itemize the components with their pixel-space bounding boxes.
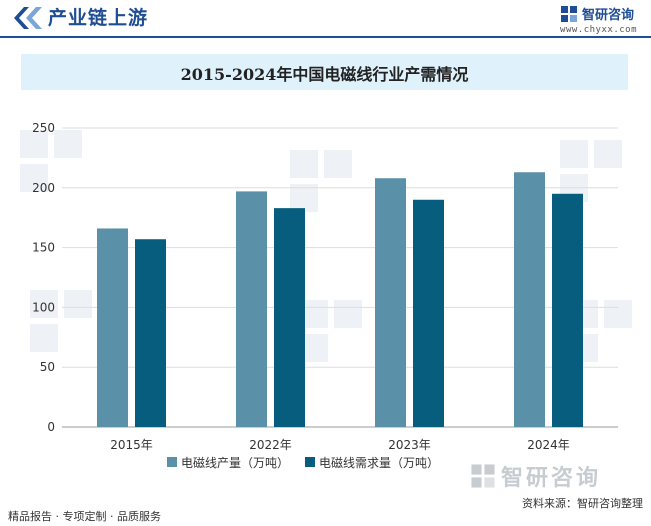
source-note: 资料来源：智研咨询整理 xyxy=(522,497,643,510)
brand-logo: 智研咨询 www.chyxx.com xyxy=(560,4,637,35)
bar xyxy=(413,199,444,427)
bar xyxy=(236,191,267,427)
footer-brand-name: 智研咨询 xyxy=(501,466,602,491)
brand-url: www.chyxx.com xyxy=(560,25,637,35)
bar xyxy=(375,178,406,427)
y-tick-label: 50 xyxy=(40,360,55,374)
x-tick-label: 2015年 xyxy=(110,438,153,452)
section-title: 产业链上游 xyxy=(48,7,149,29)
bar xyxy=(514,172,545,427)
x-tick-label: 2023年 xyxy=(388,438,431,452)
chart-title: 2015-2024年中国电磁线行业产需情况 xyxy=(180,65,469,84)
bar xyxy=(97,228,128,427)
double-chevron-icon xyxy=(14,7,42,29)
brand-mark-icon xyxy=(471,464,495,488)
legend-swatch xyxy=(305,457,316,467)
footer-brand-logo: 智研咨询 xyxy=(470,460,601,492)
y-tick-label: 100 xyxy=(32,300,55,314)
y-tick-label: 200 xyxy=(32,181,55,195)
y-tick-label: 0 xyxy=(47,420,55,434)
brand-mark-icon xyxy=(561,5,578,22)
header-divider xyxy=(0,36,651,38)
bar xyxy=(135,239,166,427)
footer-tagline: 精品报告 · 专项定制 · 品质服务 xyxy=(8,510,161,523)
bar xyxy=(274,208,305,427)
chart-title-bar: 2015-2024年中国电磁线行业产需情况 xyxy=(21,54,628,90)
y-tick-label: 150 xyxy=(32,241,55,255)
bar xyxy=(552,193,583,427)
legend-label: 电磁线需求量（万吨） xyxy=(319,455,439,470)
x-tick-label: 2024年 xyxy=(527,438,570,452)
legend-swatch xyxy=(167,457,177,467)
brand-name: 智研咨询 xyxy=(582,8,635,23)
x-tick-label: 2022年 xyxy=(249,438,292,452)
y-tick-label: 250 xyxy=(32,121,55,135)
page-header: 产业链上游 智研咨询 www.chyxx.com xyxy=(0,0,651,38)
legend-label: 电磁线产量（万吨） xyxy=(181,455,289,470)
